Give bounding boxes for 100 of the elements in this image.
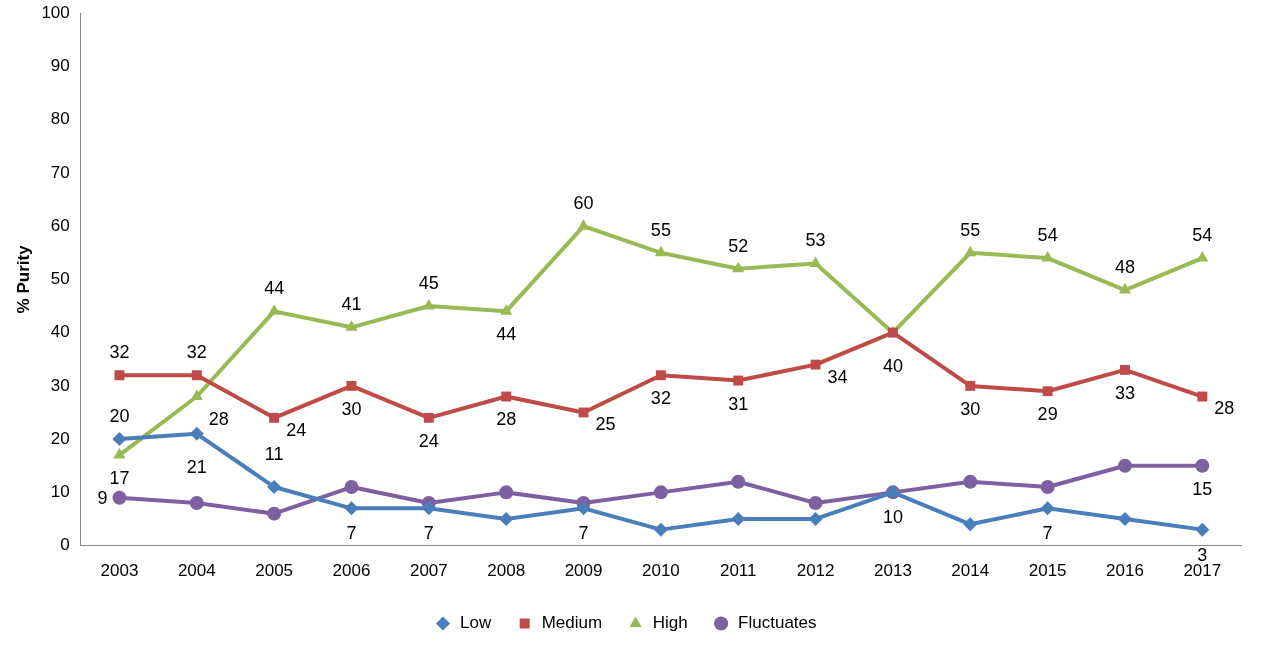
data-label: 25 [595, 414, 616, 435]
point [112, 432, 127, 447]
data-label: 48 [1114, 257, 1135, 278]
point [1040, 501, 1055, 516]
y-tick-label: 50 [50, 269, 70, 289]
data-label: 55 [650, 219, 671, 240]
point [731, 474, 746, 489]
point [810, 359, 821, 370]
data-label: 10 [882, 507, 903, 528]
data-label: 20 [109, 406, 130, 427]
point [577, 219, 590, 230]
legend-label: Fluctuates [738, 613, 817, 633]
x-tick-label: 2005 [255, 561, 294, 581]
x-tick-label: 2006 [332, 561, 371, 581]
data-label: 31 [728, 393, 749, 414]
point [267, 506, 282, 521]
point [1118, 283, 1132, 294]
point [421, 501, 436, 516]
data-label: 30 [341, 398, 362, 419]
point [500, 304, 513, 315]
point [112, 490, 127, 505]
point [1195, 522, 1210, 537]
data-label: 55 [960, 219, 981, 240]
x-tick-label: 2012 [796, 561, 835, 581]
point [653, 522, 668, 537]
data-label: 7 [1042, 523, 1053, 544]
x-tick-label: 2003 [100, 561, 139, 581]
point [422, 299, 435, 310]
point [965, 380, 976, 391]
y-tick-label: 30 [50, 375, 70, 395]
point [344, 480, 359, 495]
data-label: 30 [960, 398, 981, 419]
data-label: 17 [109, 468, 130, 489]
data-label: 28 [1214, 398, 1235, 419]
y-tick-label: 40 [50, 322, 70, 342]
point [189, 496, 204, 511]
data-label: 7 [346, 523, 357, 544]
data-label: 53 [805, 230, 826, 251]
y-tick-label: 60 [50, 215, 70, 235]
point [346, 380, 357, 391]
data-label: 32 [186, 342, 207, 363]
point [654, 245, 667, 257]
data-label: 33 [1114, 382, 1135, 403]
x-tick-label: 2009 [564, 561, 603, 581]
point [655, 370, 666, 381]
point [653, 485, 668, 500]
data-label: 54 [1192, 225, 1213, 246]
point [733, 375, 744, 386]
point [963, 517, 978, 532]
point [501, 391, 512, 402]
point [499, 485, 514, 500]
x-tick-label: 2016 [1106, 561, 1144, 581]
data-label: 28 [496, 409, 517, 430]
y-tick-label: 100 [41, 2, 70, 22]
data-label: 44 [264, 278, 285, 299]
data-label: 11 [264, 444, 284, 464]
x-tick-label: 2013 [874, 561, 912, 581]
y-tick-label: 10 [50, 482, 70, 502]
point [1042, 386, 1053, 397]
data-label: 15 [1192, 478, 1213, 499]
data-label: 34 [827, 366, 848, 387]
y-tick-label: 20 [50, 428, 70, 448]
point [499, 511, 514, 526]
point [1117, 458, 1132, 473]
point [1197, 391, 1208, 402]
x-tick-label: 2007 [409, 561, 448, 581]
point [269, 412, 280, 423]
legend-label: Low [459, 613, 492, 633]
point [808, 496, 823, 511]
x-tick-label: 2010 [641, 561, 680, 581]
point [809, 256, 822, 267]
data-label: 21 [186, 456, 207, 477]
legend-label: High [652, 613, 688, 633]
data-label: 29 [1037, 404, 1058, 425]
point [1117, 511, 1132, 526]
point [113, 448, 126, 459]
data-label: 45 [418, 272, 439, 293]
data-label: 24 [418, 430, 439, 451]
point [190, 389, 203, 401]
data-label: 9 [97, 487, 108, 508]
y-tick-label: 90 [50, 56, 70, 76]
data-label: 54 [1037, 225, 1058, 246]
data-label: 24 [286, 419, 307, 440]
data-label: 7 [423, 523, 434, 544]
point [268, 304, 281, 315]
x-tick-label: 2008 [487, 561, 526, 581]
point [576, 501, 591, 516]
y-tick-label: 80 [50, 109, 70, 129]
point [344, 501, 359, 516]
y-tick-label: 0 [60, 535, 70, 555]
point [189, 426, 204, 441]
point [964, 245, 977, 257]
point [114, 370, 125, 381]
data-label: 28 [208, 409, 229, 430]
point [1040, 480, 1055, 495]
point [1195, 458, 1210, 473]
y-axis-title: % Purity [13, 244, 33, 314]
data-label: 32 [650, 388, 671, 409]
data-label: 7 [578, 523, 589, 544]
point [963, 474, 978, 489]
